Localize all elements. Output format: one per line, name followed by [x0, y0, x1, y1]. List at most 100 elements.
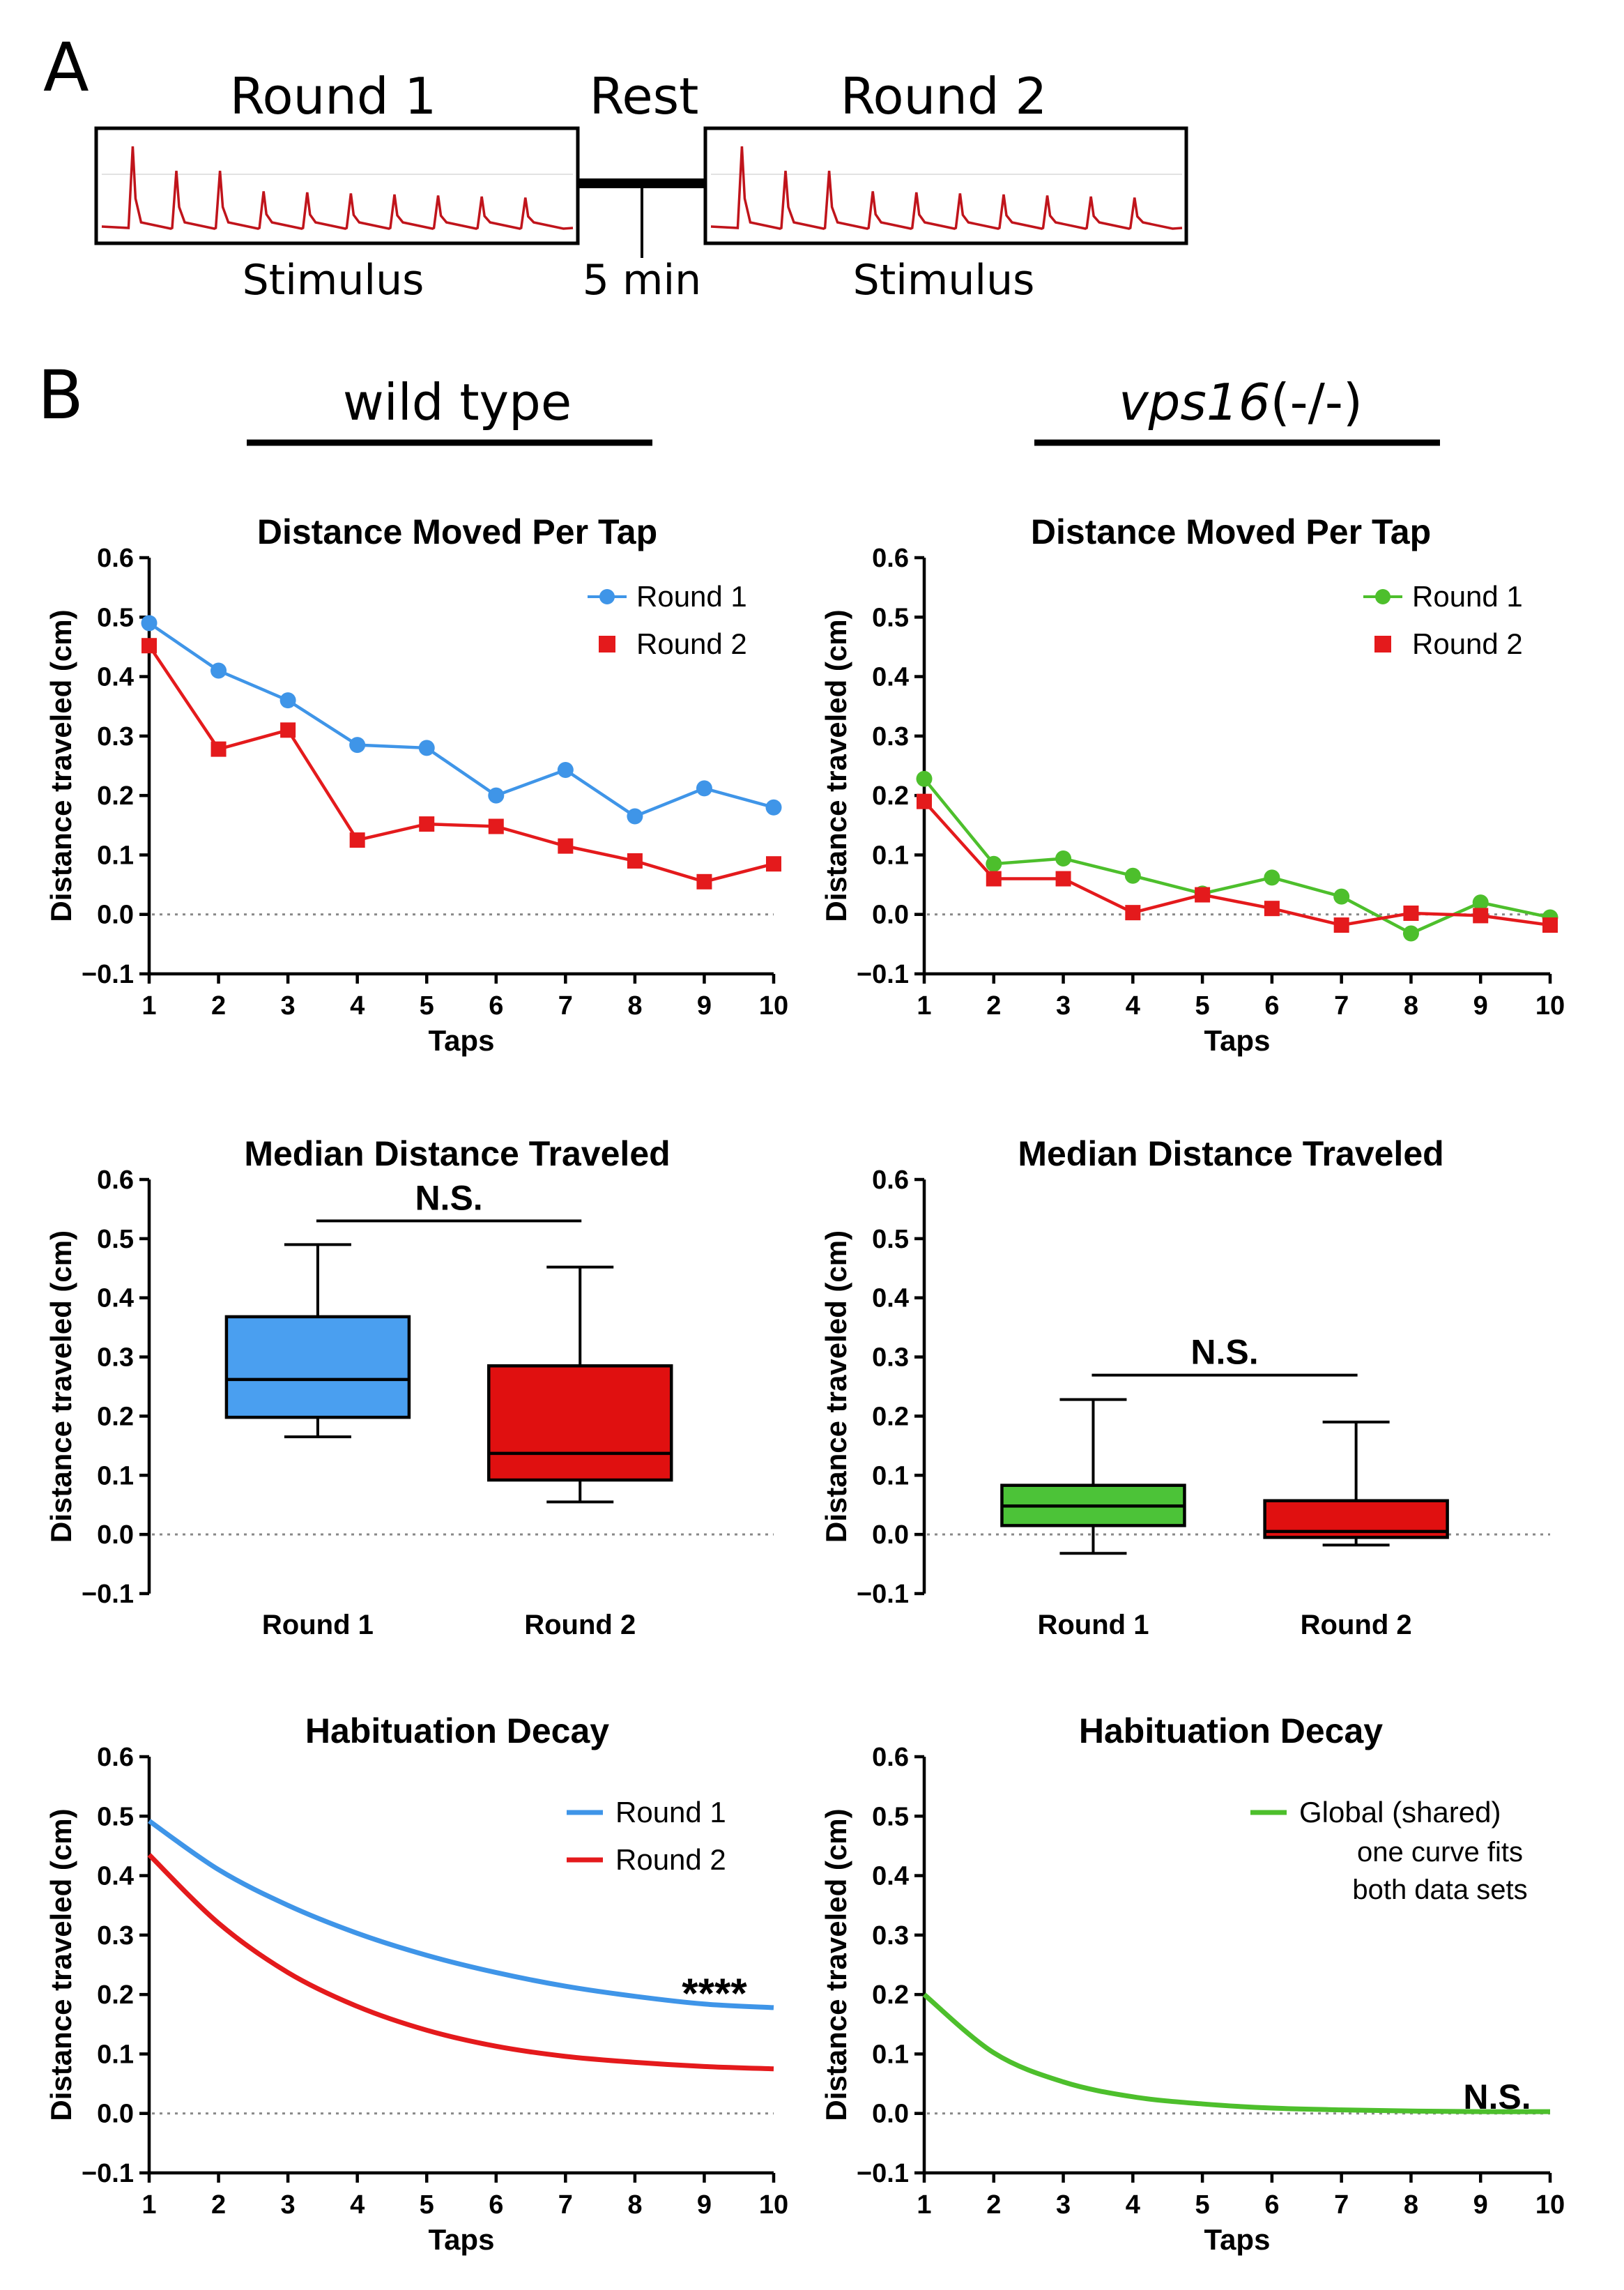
y-tick-label: 0.6 — [97, 1166, 134, 1195]
data-point-square — [1195, 887, 1211, 903]
y-tick-label: 0.6 — [872, 1166, 909, 1195]
legend-circle-swatch — [1375, 589, 1391, 604]
x-tick-label: 6 — [489, 991, 503, 1021]
y-tick-label: 0.2 — [97, 1980, 134, 2010]
y-tick-label: 0.3 — [97, 1921, 134, 1951]
x-tick-label: 3 — [281, 2190, 296, 2220]
data-point-circle — [488, 787, 505, 804]
data-point-circle — [627, 808, 643, 825]
data-point-square — [558, 838, 574, 854]
x-tick-label: 2 — [211, 2190, 226, 2220]
category-label: Round 1 — [262, 1610, 374, 1640]
stimulus1-label: Stimulus — [243, 256, 424, 305]
x-tick-label: 5 — [420, 2190, 434, 2220]
x-tick-label: 5 — [1195, 991, 1210, 1021]
x-tick-label: 9 — [697, 2190, 712, 2220]
data-point-square — [627, 853, 643, 869]
x-tick-label: 4 — [350, 2190, 365, 2220]
wt-box-chart: Median Distance Traveled 0.6 0.5 0.4 0.3 0.2 0… — [45, 1134, 774, 1640]
x-axis-label: Taps — [429, 2223, 495, 2256]
y-tick-label: 0.6 — [97, 1743, 134, 1772]
significance-label: N.S. — [1190, 1333, 1258, 1372]
y-tick-label: 0.4 — [97, 663, 134, 692]
series-line-2 — [147, 1853, 774, 2072]
y-tick-label: 0.4 — [97, 1284, 134, 1313]
x-tick-label: 4 — [1126, 991, 1140, 1021]
chart-title: Distance Moved Per Tap — [257, 512, 657, 551]
category-label: Round 1 — [1037, 1610, 1149, 1640]
y-axis-label: Distance traveled (cm) — [820, 1230, 852, 1543]
data-point-square — [1333, 917, 1349, 933]
series-line-1 — [922, 1992, 1551, 2114]
data-point-square — [141, 638, 157, 654]
series-line-2 — [148, 644, 774, 884]
x-tick-label: 9 — [697, 991, 712, 1021]
box-iqr — [487, 1364, 673, 1482]
x-tick-label: 1 — [917, 991, 931, 1021]
y-axis-label: Distance traveled (cm) — [45, 1230, 77, 1543]
rest-header: Rest — [590, 67, 699, 125]
y-tick-label: 0.1 — [872, 1461, 909, 1490]
mut-line-chart: Distance Moved Per Tap 0.6 0.5 0.4 0.3 0.2 0.1… — [820, 512, 1565, 1057]
chart-title: Median Distance Traveled — [1018, 1134, 1443, 1173]
y-tick-label: 0.1 — [97, 1461, 134, 1490]
data-point-circle — [210, 662, 227, 679]
significance-label: **** — [682, 1970, 747, 2017]
data-point-square — [1473, 908, 1489, 924]
y-tick-label: 0.3 — [97, 1343, 134, 1373]
y-tick-label: 0.4 — [97, 1862, 134, 1891]
y-tick-label: 0.5 — [872, 1802, 909, 1831]
round1-trace-box — [94, 126, 580, 245]
data-point-circle — [1264, 869, 1280, 886]
chart-title: Median Distance Traveled — [244, 1134, 670, 1173]
x-tick-label: 1 — [917, 2190, 931, 2220]
y-tick-label: −0.1 — [857, 1580, 909, 1609]
y-tick-label: 0.3 — [872, 722, 909, 751]
x-tick-label: 4 — [350, 991, 365, 1021]
x-tick-label: 2 — [986, 991, 1001, 1021]
wt-line-chart: Distance Moved Per Tap 0.6 0.5 0.4 0.3 0.2 0.1… — [45, 512, 788, 1057]
data-point-circle — [1124, 867, 1141, 884]
y-tick-label: 0.2 — [872, 1402, 909, 1431]
x-axis-label: Taps — [1204, 2223, 1271, 2256]
x-tick-label: 5 — [1195, 2190, 1210, 2220]
y-tick-label: 0.1 — [872, 841, 909, 870]
data-point-circle — [557, 761, 574, 778]
data-point-circle — [1472, 894, 1489, 911]
series-line-1 — [147, 1819, 774, 2010]
data-point-circle — [418, 740, 435, 756]
x-tick-label: 7 — [1334, 991, 1349, 1021]
chart-title: Habituation Decay — [305, 1711, 609, 1750]
y-tick-label: 0.5 — [872, 603, 909, 632]
y-tick-label: 0.1 — [97, 841, 134, 870]
mut-decay-chart: Habituation Decay 0.6 0.5 0.4 0.3 0.2 0.1 0.0 −0… — [820, 1711, 1565, 2256]
y-tick-label: 0.2 — [872, 781, 909, 811]
y-tick-label: 0.1 — [872, 2040, 909, 2069]
charts-layer: Distance Moved Per Tap 0.6 0.5 0.4 0.3 0.2 0.1… — [45, 512, 1565, 2256]
legend-label: Round 1 — [615, 1796, 726, 1829]
y-tick-label: 0.6 — [872, 544, 909, 573]
data-point-square — [1125, 905, 1141, 921]
data-point-circle — [986, 855, 1002, 872]
x-tick-label: 10 — [1535, 991, 1565, 1021]
data-point-square — [1542, 917, 1558, 933]
y-tick-label: 0.6 — [872, 1743, 909, 1772]
round1-header: Round 1 — [230, 67, 437, 125]
x-tick-label: 5 — [420, 991, 434, 1021]
legend-label: Round 1 — [636, 580, 747, 613]
legend-circle-swatch — [599, 589, 615, 604]
x-tick-label: 2 — [211, 991, 226, 1021]
data-point-square — [280, 722, 296, 738]
y-tick-label: 0.5 — [97, 603, 134, 632]
data-point-square — [917, 793, 932, 809]
panel-a-label: A — [43, 29, 89, 107]
x-tick-label: 8 — [627, 2190, 642, 2220]
x-tick-label: 7 — [558, 2190, 573, 2220]
y-tick-label: 0.2 — [97, 781, 134, 811]
y-tick-label: 0.5 — [97, 1225, 134, 1254]
x-tick-label: 4 — [1126, 2190, 1140, 2220]
data-point-square — [696, 873, 712, 890]
rest-duration: 5 min — [583, 256, 701, 305]
legend-note-line2: both data sets — [1352, 1875, 1527, 1905]
